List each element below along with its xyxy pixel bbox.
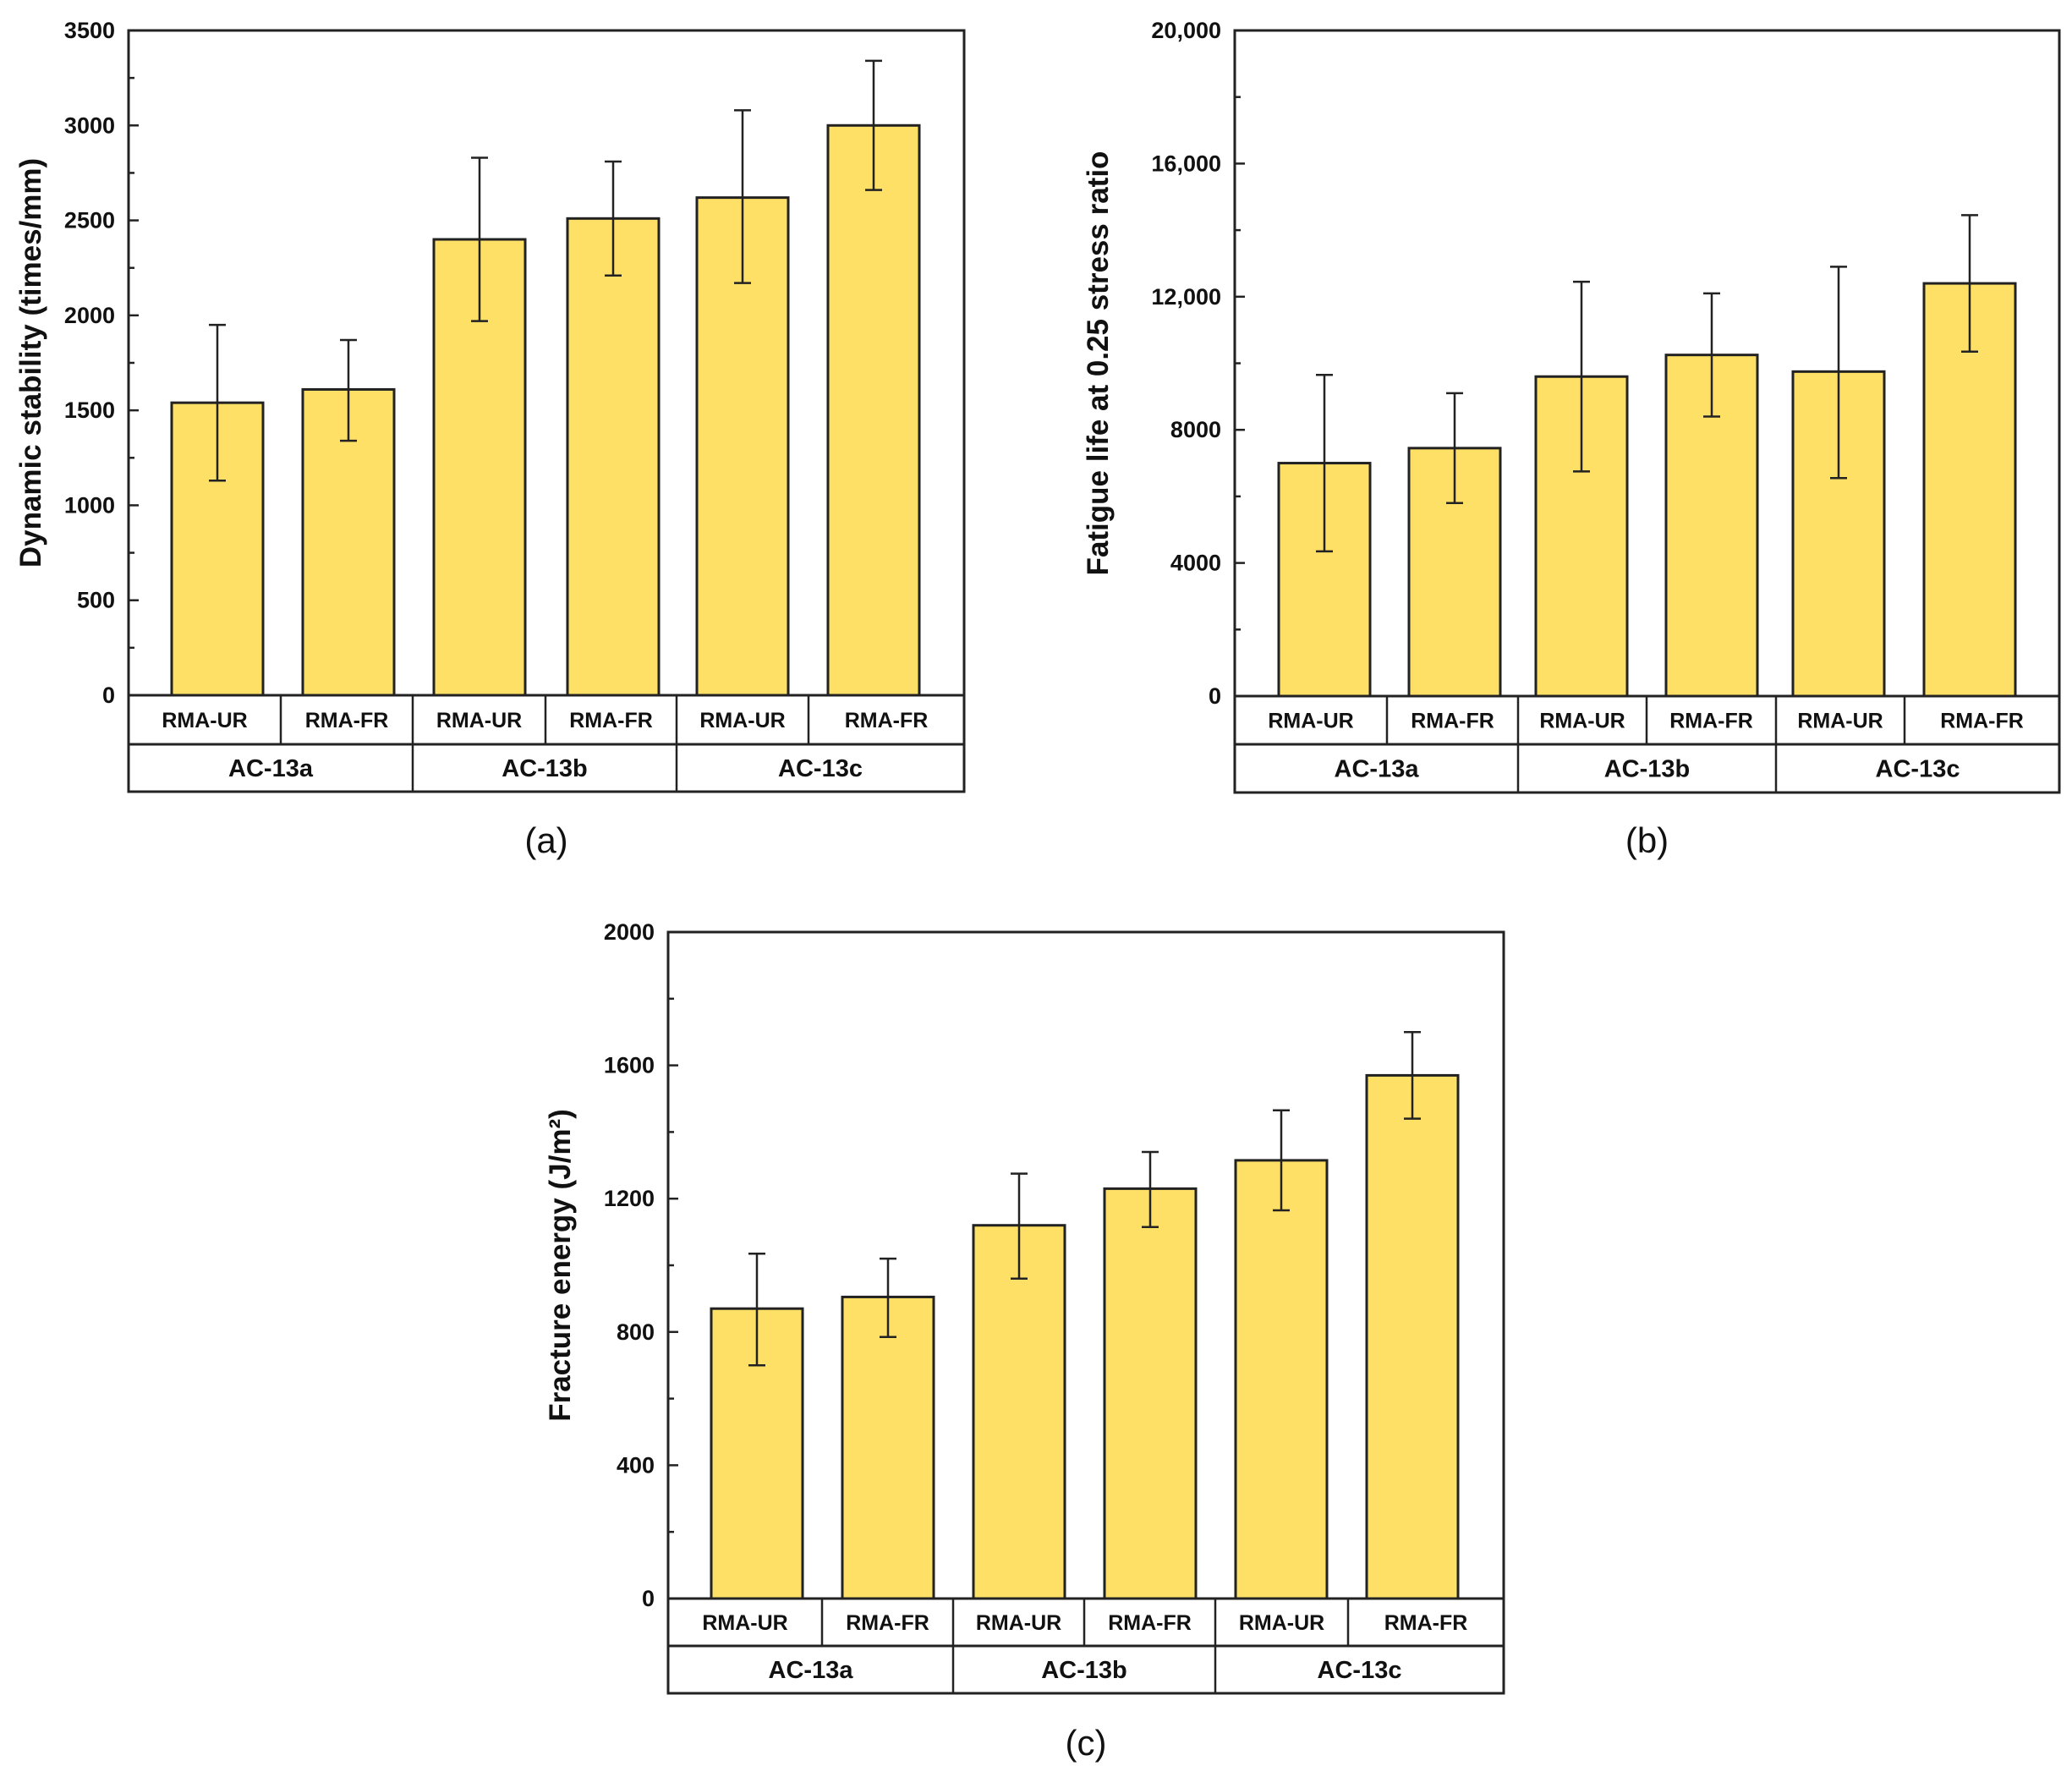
group-row [666,1644,1505,1695]
chart-panel-2: 0 4000 8000 12,000 16,000 20,000 Fatigue life … [1082,18,2061,860]
y-tick-label: 12,000 [1151,284,1221,310]
category-label: RMA-FR [1669,710,1753,733]
group-label: AC-13a [769,1657,854,1684]
group-label: AC-13c [778,755,863,782]
group-label: AC-13c [1876,756,1960,783]
category-label: RMA-UR [1268,710,1353,733]
y-tick-label: 0 [102,683,115,708]
panel-caption: (b) [1625,820,1669,860]
y-tick-label: 400 [617,1452,655,1478]
bar [1234,1159,1329,1600]
group-label: AC-13c [1318,1657,1402,1684]
category-label: RMA-FR [305,709,389,732]
group-label: AC-13a [1335,756,1420,783]
group-label: AC-13b [1604,756,1691,783]
y-tick-label: 0 [642,1586,655,1611]
category-label: RMA-FR [1411,710,1494,733]
y-tick-label: 2000 [604,919,655,945]
y-tick-label: 16,000 [1151,151,1221,176]
y-tick-label: 0 [1209,683,1221,709]
y-tick-label: 1600 [604,1053,655,1078]
group-row [1233,743,2061,794]
category-label: RMA-UR [1539,710,1625,733]
y-axis-label: Fatigue life at 0.25 stress ratio [1082,151,1115,576]
category-label: RMA-UR [1797,710,1883,733]
bar [1103,1187,1198,1600]
y-tick-label: 8000 [1170,417,1221,442]
category-label: RMA-FR [569,709,653,732]
y-tick-label: 3500 [64,18,115,43]
y-tick-label: 1500 [64,398,115,423]
category-label: RMA-FR [1940,710,2024,733]
chart-panel-1: 0 500 1000 1500 2000 2500 3000 3500 Dynamic stab… [14,18,966,860]
category-label: RMA-UR [976,1611,1061,1635]
category-label: RMA-UR [162,709,247,732]
category-label: RMA-FR [1108,1611,1192,1635]
panel-caption: (a) [524,820,567,860]
y-tick-label: 2000 [64,303,115,328]
chart-panel-3: 0 400 800 1200 1600 2000 Fracture energy (J/m²… [544,919,1505,1763]
category-label: RMA-UR [702,1611,787,1635]
y-tick-label: 1200 [604,1186,655,1211]
y-tick-label: 500 [77,588,115,613]
group-label: AC-13b [1041,1657,1127,1684]
bar [1365,1073,1460,1600]
panel-caption: (c) [1066,1723,1107,1763]
y-tick-label: 1000 [64,492,115,518]
bar [841,1295,935,1600]
bar [826,123,921,697]
category-label: RMA-UR [1239,1611,1324,1635]
y-tick-label: 2500 [64,208,115,233]
bar [566,217,661,697]
group-row [127,743,966,793]
category-label: RMA-FR [845,709,929,732]
y-axis-label: Dynamic stability (times/mm) [14,158,47,568]
category-label: RMA-UR [436,709,522,732]
category-label: RMA-FR [846,1611,929,1635]
category-row [666,1597,1505,1648]
y-tick-label: 20,000 [1151,18,1221,43]
y-tick-label: 4000 [1170,551,1221,576]
y-tick-label: 800 [617,1319,655,1345]
bar [972,1224,1066,1600]
group-label: AC-13b [502,755,588,782]
category-label: RMA-UR [699,709,785,732]
y-tick-label: 3000 [64,112,115,138]
category-label: RMA-FR [1384,1611,1468,1635]
y-axis-label: Fracture energy (J/m²) [544,1109,577,1422]
group-label: AC-13a [228,755,314,782]
